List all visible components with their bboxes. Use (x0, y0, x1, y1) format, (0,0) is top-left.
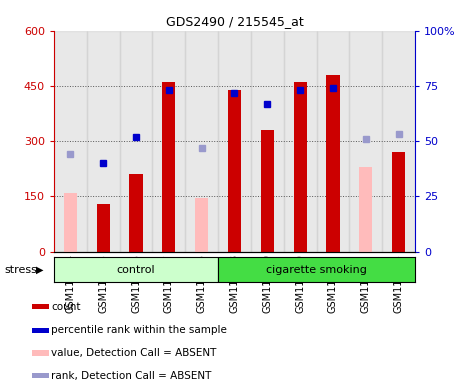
Text: percentile rank within the sample: percentile rank within the sample (52, 325, 227, 335)
Bar (382, 31, 415, 252)
Text: ▶: ▶ (36, 265, 44, 275)
FancyBboxPatch shape (32, 304, 49, 310)
Bar (218, 31, 251, 252)
Bar (54, 257, 218, 282)
Bar (359, 167, 372, 252)
Bar (294, 82, 307, 252)
Bar (152, 31, 185, 252)
Bar (326, 75, 340, 252)
Bar (218, 257, 415, 282)
Bar (284, 31, 317, 252)
Text: cigarette smoking: cigarette smoking (266, 265, 367, 275)
Bar (120, 31, 152, 252)
Bar (349, 31, 382, 252)
FancyBboxPatch shape (32, 328, 49, 333)
Bar (129, 174, 143, 252)
Bar (162, 82, 175, 252)
Bar (97, 204, 110, 252)
Title: GDS2490 / 215545_at: GDS2490 / 215545_at (166, 15, 303, 28)
Text: stress: stress (5, 265, 38, 275)
FancyBboxPatch shape (32, 373, 49, 378)
Bar (228, 89, 241, 252)
Bar (251, 31, 284, 252)
Bar (185, 31, 218, 252)
Bar (54, 31, 87, 252)
Bar (261, 130, 274, 252)
Bar (392, 152, 405, 252)
Text: count: count (52, 302, 81, 312)
Text: rank, Detection Call = ABSENT: rank, Detection Call = ABSENT (52, 371, 212, 381)
Bar (195, 198, 208, 252)
Text: control: control (117, 265, 155, 275)
Text: value, Detection Call = ABSENT: value, Detection Call = ABSENT (52, 348, 217, 358)
Bar (64, 193, 77, 252)
Bar (87, 31, 120, 252)
FancyBboxPatch shape (32, 350, 49, 356)
Bar (317, 31, 349, 252)
